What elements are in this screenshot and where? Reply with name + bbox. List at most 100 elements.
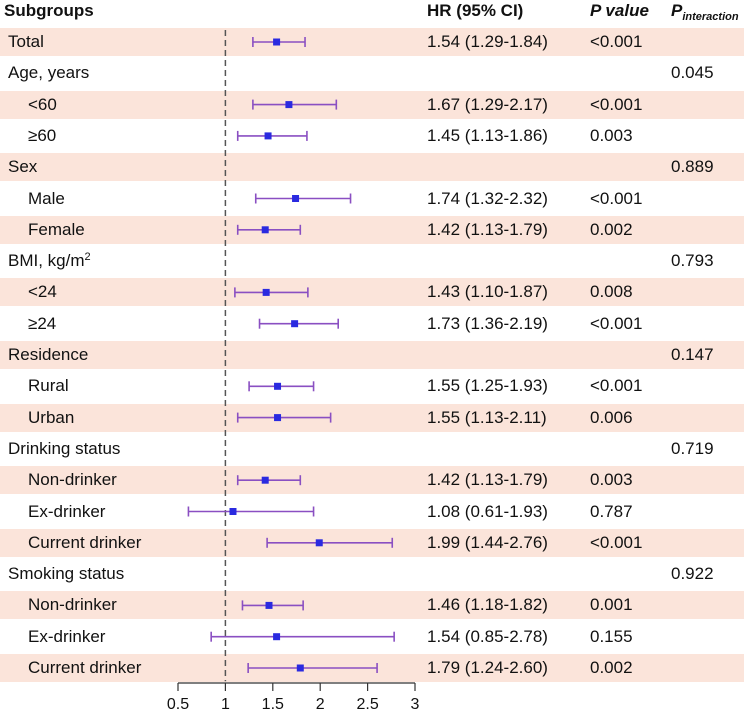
row-label-text: Age, years <box>8 63 90 83</box>
hr-point <box>229 508 237 515</box>
forest-mark <box>236 224 302 235</box>
table-row: Smoking status 0.922 <box>0 560 744 588</box>
hr-point <box>296 664 304 672</box>
hr-point <box>273 38 281 46</box>
x-tick-label: 2.5 <box>356 696 378 713</box>
row-label-text: Rural <box>28 376 69 396</box>
hr-ci-value: 1.55 (1.13-2.11) <box>427 407 547 427</box>
row-label: Sex <box>8 153 37 181</box>
row-label-text: Sex <box>8 157 38 177</box>
hr-ci-value: 1.67 (1.29-2.17) <box>427 94 548 114</box>
table-row: BMI, kg/m2 0.793 <box>0 247 744 275</box>
table-row: <60 1.67 (1.29-2.17) <0.001 <box>0 90 744 119</box>
row-label-text: BMI, kg/m <box>8 251 85 271</box>
row-label-text: ≥60 <box>28 125 57 145</box>
forest-mark <box>254 193 352 204</box>
p-interaction-value: 0.045 <box>671 63 714 83</box>
p-value: <0.001 <box>590 532 643 552</box>
hr-ci-value: 1.73 (1.36-2.19) <box>427 313 548 333</box>
hr-ci-value: 1.99 (1.44-2.76) <box>427 532 548 552</box>
p-value: 0.006 <box>590 407 633 427</box>
p-interaction-value: 0.889 <box>671 157 714 177</box>
row-label-text: Total <box>8 32 44 51</box>
forest-mark <box>187 506 315 517</box>
hr-ci-value: 1.54 (0.85-2.78) <box>427 626 548 646</box>
hr-ci-value: 1.43 (1.10-1.87) <box>427 282 548 302</box>
row-label-text: Current drinker <box>28 532 142 552</box>
hr-point <box>262 288 270 296</box>
x-tick-label: 1 <box>221 696 230 713</box>
x-tick-label: 2 <box>316 696 325 713</box>
p-value: 0.002 <box>590 219 633 239</box>
table-row: Urban 1.55 (1.13-2.11) 0.006 <box>0 403 744 432</box>
row-label: Ex-drinker <box>28 623 105 651</box>
row-label: Smoking status <box>8 560 124 588</box>
p-value: 0.787 <box>590 501 633 521</box>
row-label: Urban <box>28 404 74 432</box>
table-row: Drinking status 0.719 <box>0 435 744 463</box>
row-label-text: Female <box>28 219 85 239</box>
header-p-interaction-main: P <box>671 1 683 20</box>
hr-point <box>274 382 282 390</box>
p-value: 0.002 <box>590 658 633 677</box>
p-value: 0.003 <box>590 125 633 145</box>
hr-point <box>274 414 282 422</box>
row-label: ≥24 <box>28 310 56 338</box>
row-label: Current drinker <box>28 529 141 557</box>
hr-ci-value: 1.55 (1.25-1.93) <box>427 376 548 396</box>
hr-ci-value: 1.08 (0.61-1.93) <box>427 501 548 521</box>
p-value: 0.155 <box>590 626 633 646</box>
forest-mark <box>266 537 394 548</box>
row-label: Drinking status <box>8 435 120 463</box>
hr-ci-value: 1.42 (1.13-1.79) <box>427 219 548 239</box>
row-label: Male <box>28 185 65 213</box>
row-label-text: Current drinker <box>28 658 142 677</box>
p-interaction-value: 0.147 <box>671 345 714 364</box>
row-label: Non-drinker <box>28 466 117 494</box>
row-label-text: Ex-drinker <box>28 626 106 646</box>
row-label: Total <box>8 28 44 56</box>
p-value: 0.003 <box>590 470 633 490</box>
row-label: Non-drinker <box>28 591 117 619</box>
row-label-superscript: 2 <box>84 251 91 264</box>
p-value: <0.001 <box>590 94 643 114</box>
header-p-value: P value <box>590 1 649 20</box>
row-label: Rural <box>28 372 69 400</box>
hr-point <box>261 226 269 234</box>
hr-point <box>285 101 293 109</box>
table-row: Current drinker 1.79 (1.24-2.60) 0.002 <box>0 654 744 682</box>
row-label: BMI, kg/m2 <box>8 247 91 275</box>
table-row: Female 1.42 (1.13-1.79) 0.002 <box>0 215 744 244</box>
forest-mark <box>252 99 338 110</box>
hr-point <box>261 476 269 484</box>
row-label: ≥60 <box>28 122 56 150</box>
row-label: Female <box>28 216 85 244</box>
header-subgroups: Subgroups <box>4 1 94 20</box>
table-row: Age, years 0.045 <box>0 59 744 87</box>
header-p-interaction: Pinteraction <box>671 0 739 24</box>
p-value: 0.008 <box>590 282 633 302</box>
p-interaction-value: 0.922 <box>671 564 714 584</box>
x-tick-label: 0.5 <box>167 696 189 713</box>
row-label-text: Residence <box>8 345 89 364</box>
p-value: <0.001 <box>590 188 643 208</box>
table-row: <24 1.43 (1.10-1.87) 0.008 <box>0 278 744 307</box>
row-label: <24 <box>28 278 57 306</box>
table-row: Non-drinker 1.42 (1.13-1.79) 0.003 <box>0 466 744 495</box>
hr-ci-value: 1.79 (1.24-2.60) <box>427 658 548 677</box>
table-row: Total 1.54 (1.29-1.84) <0.001 <box>0 28 744 56</box>
forest-mark <box>234 287 309 298</box>
forest-mark <box>247 663 378 673</box>
hr-ci-value: 1.54 (1.29-1.84) <box>427 32 548 51</box>
row-label-text: <24 <box>28 282 57 302</box>
row-label: Current drinker <box>28 654 141 682</box>
row-label-text: Urban <box>28 407 75 427</box>
hr-ci-value: 1.45 (1.13-1.86) <box>427 125 548 145</box>
table-row: Residence 0.147 <box>0 341 744 369</box>
row-label-text: Smoking status <box>8 564 125 584</box>
row-label-text: Male <box>28 188 65 208</box>
row-label: Age, years <box>8 59 89 87</box>
table-row: Ex-drinker 1.54 (0.85-2.78) 0.155 <box>0 623 744 651</box>
